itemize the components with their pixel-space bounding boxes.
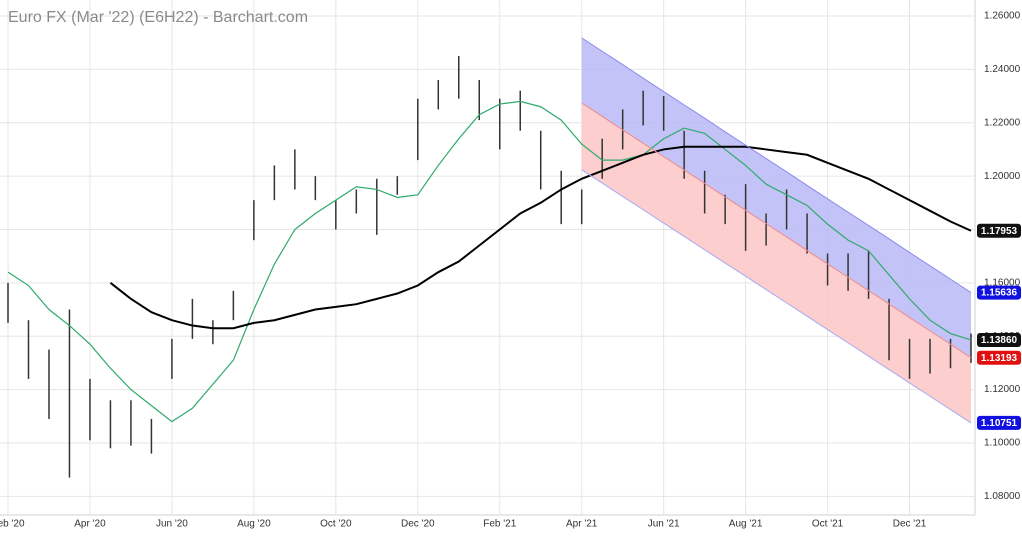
y-tick-label: 1.20000 bbox=[984, 171, 1021, 182]
x-tick-label: Dec '21 bbox=[893, 519, 927, 530]
channel-fill bbox=[581, 37, 971, 358]
series-line bbox=[109, 145, 972, 330]
x-tick-label: Dec '20 bbox=[401, 519, 435, 530]
series-line bbox=[7, 100, 972, 423]
y-tick-label: 1.24000 bbox=[984, 64, 1021, 75]
channel-fill bbox=[581, 103, 971, 423]
last-value-tag bbox=[977, 332, 1021, 347]
y-tick-label: 1.22000 bbox=[984, 117, 1021, 128]
series-line bbox=[581, 169, 972, 424]
labels: 1.080001.100001.120001.140001.160001.180… bbox=[0, 11, 1021, 530]
x-tick-label: Apr '20 bbox=[74, 519, 106, 530]
y-tick-label: 1.08000 bbox=[984, 491, 1021, 502]
y-tick-label: 1.12000 bbox=[984, 384, 1021, 395]
last-value-tag bbox=[977, 223, 1021, 238]
x-tick-label: Jun '21 bbox=[648, 519, 680, 530]
last-value-label: 1.13193 bbox=[981, 353, 1018, 364]
y-tick-label: 1.10000 bbox=[984, 438, 1021, 449]
chart-title: Euro FX (Mar '22) (E6H22) - Barchart.com bbox=[8, 9, 308, 26]
last-value-label: 1.17953 bbox=[981, 226, 1018, 237]
last-value-label: 1.10751 bbox=[981, 418, 1018, 429]
x-tick-label: Aug '20 bbox=[237, 519, 271, 530]
x-tick-label: Aug '21 bbox=[729, 519, 763, 530]
x-tick-label: Oct '21 bbox=[812, 519, 844, 530]
last-value-label: 1.13860 bbox=[981, 335, 1018, 346]
last-value-tag bbox=[977, 350, 1021, 365]
last-value-tag bbox=[977, 285, 1021, 300]
series-line bbox=[581, 37, 972, 293]
x-tick-label: Jun '20 bbox=[156, 519, 188, 530]
x-tick-label: Oct '20 bbox=[320, 519, 352, 530]
last-value-label: 1.15636 bbox=[981, 288, 1018, 299]
series-line bbox=[581, 102, 972, 359]
y-tick-label: 1.16000 bbox=[984, 277, 1021, 288]
plot bbox=[7, 37, 972, 478]
x-tick-label: Feb '20 bbox=[0, 519, 25, 530]
y-tick-label: 1.26000 bbox=[984, 11, 1021, 22]
last-value-tag bbox=[977, 415, 1021, 430]
x-tick-label: Apr '21 bbox=[566, 519, 598, 530]
x-tick-label: Feb '21 bbox=[483, 519, 516, 530]
